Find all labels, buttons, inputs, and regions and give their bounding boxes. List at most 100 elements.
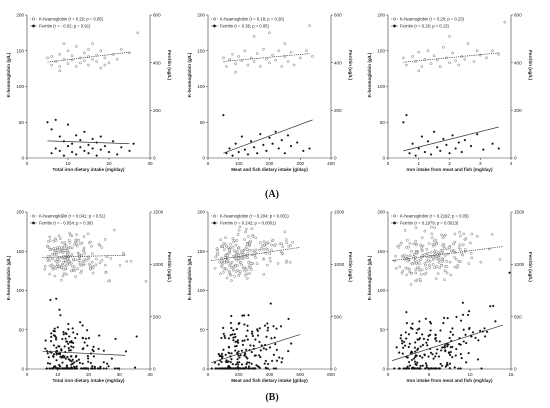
ferritin-point bbox=[467, 352, 470, 355]
hb-point bbox=[98, 261, 102, 265]
hb-point bbox=[428, 266, 432, 269]
legend-marker bbox=[393, 24, 396, 28]
y-tick-label-left: 200 bbox=[16, 210, 24, 215]
ferritin-point bbox=[480, 367, 483, 370]
ferritin-point bbox=[436, 146, 439, 149]
ferritin-point bbox=[55, 338, 58, 341]
ferritin-point bbox=[249, 140, 253, 143]
hb-point bbox=[289, 260, 292, 264]
hb-point bbox=[82, 249, 85, 253]
legend-label: K-heamoglobin (r = 0.18; p = 0.26) bbox=[220, 17, 285, 22]
hb-point bbox=[245, 248, 249, 251]
hb-point bbox=[400, 271, 404, 275]
ferritin-point bbox=[57, 345, 60, 348]
ferritin-point bbox=[262, 143, 265, 146]
ferritin-point bbox=[99, 148, 102, 151]
hb-point bbox=[100, 246, 103, 249]
hb-point bbox=[445, 259, 449, 263]
y-tick-label-left: 50 bbox=[200, 120, 206, 125]
ferritin-fit-line bbox=[403, 126, 499, 152]
ferritin-point bbox=[222, 113, 225, 117]
ferritin-point bbox=[53, 327, 56, 330]
hb-point bbox=[60, 266, 63, 270]
hb-point bbox=[270, 248, 273, 252]
ferritin-point bbox=[219, 367, 222, 370]
ferritin-point bbox=[72, 331, 75, 334]
ferritin-point bbox=[270, 337, 273, 340]
ferritin-point bbox=[414, 354, 417, 357]
hb-point bbox=[48, 248, 52, 252]
ferritin-point bbox=[267, 362, 270, 366]
hb-point bbox=[435, 257, 438, 260]
y-tick-label-right: 1500 bbox=[334, 210, 345, 215]
hb-point bbox=[66, 252, 70, 255]
hb-point bbox=[249, 239, 252, 243]
hb-point bbox=[401, 269, 404, 273]
hb-point bbox=[449, 273, 453, 277]
hb-point bbox=[107, 279, 110, 283]
ferritin-point bbox=[461, 301, 464, 304]
ferritin-point bbox=[492, 304, 495, 308]
ferritin-point bbox=[50, 128, 53, 131]
hb-point bbox=[262, 248, 266, 251]
ferritin-point bbox=[56, 326, 59, 329]
hb-point bbox=[259, 241, 262, 244]
hb-point bbox=[266, 241, 270, 244]
ferritin-point bbox=[75, 367, 78, 370]
ferritin-point bbox=[258, 340, 261, 344]
ferritin-point bbox=[433, 130, 436, 133]
hb-point bbox=[276, 262, 280, 265]
ferritin-point bbox=[116, 153, 119, 156]
hb-point bbox=[81, 259, 85, 263]
ferritin-point bbox=[272, 325, 275, 328]
ferritin-point bbox=[437, 367, 440, 370]
hb-point bbox=[57, 264, 61, 268]
ferritin-point bbox=[454, 354, 457, 357]
hb-point bbox=[425, 247, 429, 251]
hb-point bbox=[225, 245, 228, 248]
ferritin-point bbox=[116, 367, 119, 370]
ferritin-point bbox=[225, 359, 228, 362]
ferritin-point bbox=[63, 345, 66, 348]
hb-point bbox=[74, 275, 77, 278]
ferritin-point bbox=[217, 363, 220, 366]
hb-point bbox=[414, 226, 418, 230]
hb-point bbox=[48, 239, 52, 242]
ferritin-point bbox=[228, 352, 231, 355]
ferritin-point bbox=[393, 367, 396, 370]
ferritin-point bbox=[230, 358, 233, 361]
ferritin-point bbox=[424, 317, 427, 320]
hb-point bbox=[50, 263, 54, 267]
ferritin-point bbox=[427, 355, 430, 358]
hb-point bbox=[449, 249, 453, 253]
ferritin-point bbox=[287, 317, 290, 321]
ferritin-point bbox=[411, 327, 414, 331]
hb-point bbox=[226, 254, 230, 257]
x-axis-label: Iron intake from meat and fish (mg/day) bbox=[406, 167, 492, 172]
ferritin-point bbox=[252, 367, 255, 370]
chart-2: 0 100 200 300 4000501001502000200400600Meat … bbox=[187, 13, 353, 172]
ferritin-point bbox=[72, 346, 75, 349]
ferritin-point bbox=[412, 357, 416, 360]
ferritin-point bbox=[69, 367, 72, 370]
ferritin-point bbox=[438, 340, 441, 343]
ferritin-point bbox=[81, 336, 84, 340]
ferritin-point bbox=[250, 350, 253, 354]
hb-point bbox=[433, 249, 437, 252]
ferritin-point bbox=[449, 330, 452, 334]
ferritin-point bbox=[135, 335, 138, 338]
ferritin-point bbox=[256, 328, 259, 331]
hb-point bbox=[431, 236, 434, 240]
ferritin-point bbox=[86, 329, 89, 332]
ferritin-point bbox=[421, 364, 424, 367]
ferritin-point bbox=[222, 326, 225, 330]
hb-point bbox=[408, 242, 412, 245]
ferritin-point bbox=[133, 366, 137, 369]
ferritin-point bbox=[258, 327, 261, 330]
hb-point bbox=[261, 244, 264, 247]
hb-point bbox=[79, 61, 82, 65]
ferritin-point bbox=[49, 298, 52, 302]
hb-point bbox=[70, 246, 74, 250]
hb-point bbox=[410, 272, 414, 275]
